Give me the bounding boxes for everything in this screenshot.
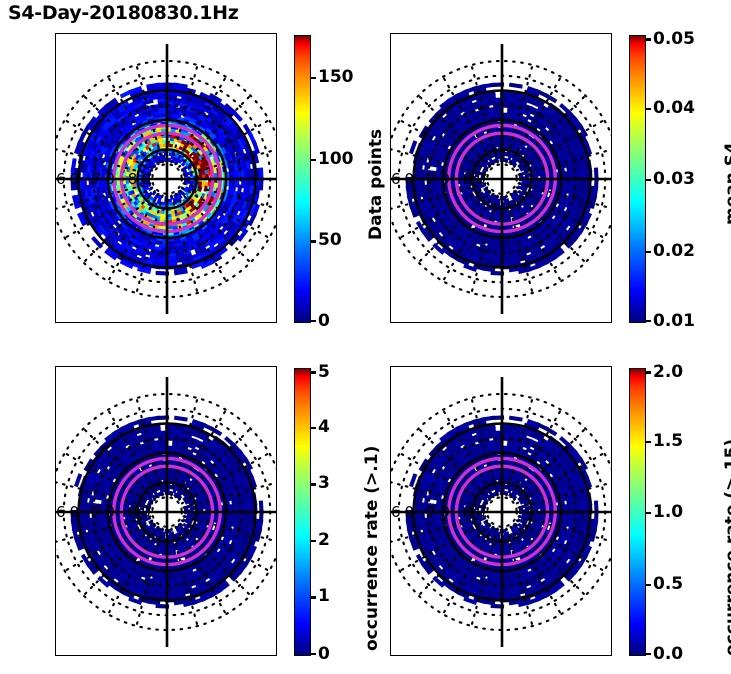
colorbar-axis-label-occurrence-1: occurrence rate (>.1) bbox=[362, 445, 382, 651]
colorbar-occurrence-rate-1: 0 1 2 3 4 5 bbox=[294, 362, 330, 664]
polar-plot-occurrence-1 bbox=[56, 367, 276, 655]
cbar1-tick-0 bbox=[310, 319, 316, 323]
cbar1-label-100: 100 bbox=[318, 148, 354, 169]
cbar4-tick-00 bbox=[645, 652, 651, 656]
cbar3-tick-3 bbox=[310, 483, 316, 486]
cbar3-label-5: 5 bbox=[318, 362, 330, 383]
cbar1-label-0: 0 bbox=[318, 310, 330, 331]
cbar2-tick-005 bbox=[645, 38, 651, 41]
lat-labels-panel3: 60 70 80 bbox=[56, 503, 155, 521]
polar-plot-mean-s4 bbox=[391, 34, 611, 322]
lat-labels-panel2: 60 70 80 bbox=[391, 170, 490, 188]
colorbar-axis-label-data-points: Data points bbox=[366, 128, 386, 240]
panel-data-points bbox=[55, 33, 277, 323]
panel-mean-s4 bbox=[390, 33, 612, 323]
polar-svg-data-points bbox=[56, 44, 276, 314]
cbar3-tick-5 bbox=[310, 371, 316, 374]
cbar1-label-50: 50 bbox=[318, 230, 342, 251]
cbar2-tick-004 bbox=[645, 107, 651, 110]
cbar1-tick-150 bbox=[310, 76, 316, 80]
cbar4-tick-05 bbox=[645, 583, 651, 586]
cbar4-label-05: 0.5 bbox=[653, 573, 684, 594]
cbar2-tick-003 bbox=[645, 179, 651, 182]
cbar2-label-004: 0.04 bbox=[653, 97, 695, 118]
panel-occurrence-rate-1 bbox=[55, 366, 277, 656]
cbar1-tick-100 bbox=[310, 158, 316, 162]
lat-labels-panel1: 60 70 80 bbox=[56, 170, 155, 188]
panel-occurrence-rate-15 bbox=[390, 366, 612, 656]
cbar3-label-0: 0 bbox=[318, 643, 330, 664]
polar-svg-occurrence-15 bbox=[391, 377, 611, 647]
colorbar-occurrence-rate-15: 0.0 0.5 1.0 1.5 2.0 bbox=[629, 362, 683, 664]
cbar3-label-4: 4 bbox=[318, 416, 330, 437]
cbar3-label-3: 3 bbox=[318, 473, 330, 494]
cbar3-tick-0 bbox=[310, 652, 316, 656]
polar-svg-occurrence-1 bbox=[56, 377, 276, 647]
cbar2-label-002: 0.02 bbox=[653, 240, 695, 261]
cbar3-tick-4 bbox=[310, 426, 316, 430]
cbar4-label-15: 1.5 bbox=[653, 430, 684, 451]
cbar3-label-1: 1 bbox=[318, 586, 330, 607]
cbar3-label-2: 2 bbox=[318, 529, 330, 550]
page-title: S4-Day-20180830.1Hz bbox=[8, 2, 239, 24]
polar-plot-data-points bbox=[56, 34, 276, 322]
lat-labels-panel4: 60 70 80 bbox=[391, 503, 490, 521]
cbar2-tick-001 bbox=[645, 319, 651, 323]
cbar4-tick-20 bbox=[645, 371, 651, 374]
cbar4-tick-10 bbox=[645, 512, 651, 515]
cbar4-label-00: 0.0 bbox=[653, 643, 684, 664]
cbar4-label-10: 1.0 bbox=[653, 502, 684, 522]
colorbar-data-points: 0 50 100 150 bbox=[294, 35, 354, 331]
cbar2-label-003: 0.03 bbox=[653, 169, 695, 189]
cbar4-label-20: 2.0 bbox=[653, 362, 684, 383]
cbar2-label-005: 0.05 bbox=[653, 29, 695, 50]
cbar3-tick-2 bbox=[310, 539, 316, 543]
cbar3-tick-1 bbox=[310, 596, 316, 599]
cbar1-label-150: 150 bbox=[318, 66, 354, 87]
cbar4-tick-15 bbox=[645, 440, 651, 443]
cbar1-tick-50 bbox=[310, 240, 316, 243]
polar-plot-occurrence-15 bbox=[391, 367, 611, 655]
cbar2-tick-002 bbox=[645, 250, 651, 253]
cbar2-label-001: 0.01 bbox=[653, 310, 695, 331]
colorbar-mean-s4: 0.01 0.02 0.03 0.04 0.05 bbox=[629, 29, 695, 331]
colorbar-axis-label-mean-s4: mean S4 bbox=[722, 142, 731, 225]
colorbar-axis-label-occurrence-15: occurrence rate (>.15) bbox=[722, 438, 731, 656]
polar-svg-mean-s4 bbox=[391, 44, 611, 314]
